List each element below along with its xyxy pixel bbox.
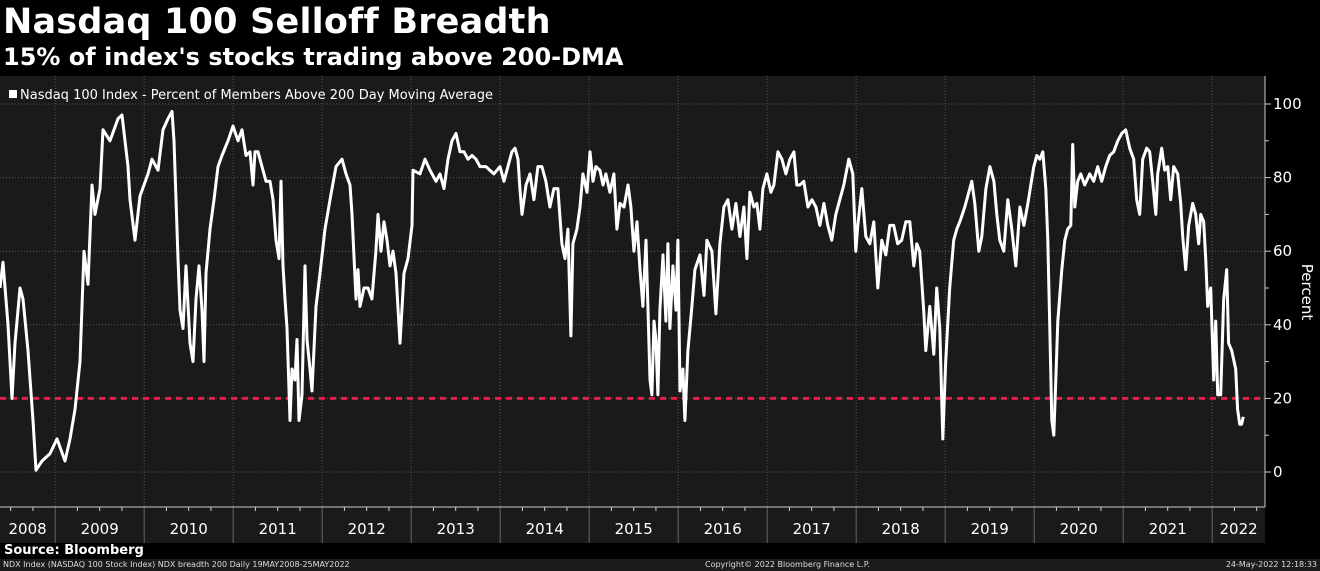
x-tick-label: 2015	[615, 520, 653, 538]
x-tick-label: 2018	[882, 520, 920, 538]
x-tick-label: 2010	[170, 520, 208, 538]
chart-title: Nasdaq 100 Selloff Breadth	[3, 2, 551, 42]
x-tick-label: 2016	[704, 520, 742, 538]
series-line-nasdaq-breadth	[0, 109, 1245, 472]
y-tick-label: 80	[1273, 169, 1292, 187]
footer-description: NDX Index (NASDAQ 100 Stock Index) NDX b…	[3, 560, 350, 569]
y-axis: 0 20 40 60 80 100	[1265, 95, 1302, 481]
x-tick-label: 2017	[793, 520, 831, 538]
x-tick-label: 2021	[1149, 520, 1187, 538]
source-note: Source: Bloomberg	[4, 543, 144, 558]
x-tick-label: 2009	[81, 520, 119, 538]
y-axis-label: Percent	[1298, 264, 1316, 321]
footer-timestamp: 24-May-2022 12:18:33	[1225, 560, 1317, 569]
x-tick-label: 2022	[1219, 520, 1257, 538]
y-tick-label: 0	[1273, 463, 1283, 481]
x-tick-label: 2012	[348, 520, 386, 538]
chart: 2008 2009 2010 2011 2012 2013 2014 2015 2016 2017…	[0, 76, 1316, 543]
y-tick-label: 20	[1273, 389, 1292, 407]
x-axis: 2008 2009 2010 2011 2012 2013 2014 2015 2016 2017…	[8, 507, 1258, 543]
x-tick-label: 2014	[526, 520, 564, 538]
y-tick-label: 100	[1273, 95, 1302, 113]
legend-label: Nasdaq 100 Index - Percent of Members Ab…	[20, 88, 493, 103]
x-tick-label: 2013	[437, 520, 475, 538]
x-axis-band	[0, 507, 1265, 543]
y-tick-label: 40	[1273, 316, 1292, 334]
footer-copyright: Copyright© 2022 Bloomberg Finance L.P.	[705, 560, 870, 569]
x-tick-label: 2019	[971, 520, 1009, 538]
x-tick-label: 2008	[8, 520, 46, 538]
chart-subtitle: 15% of index's stocks trading above 200-…	[3, 43, 624, 71]
y-tick-label: 60	[1273, 242, 1292, 260]
x-tick-label: 2020	[1060, 520, 1098, 538]
legend-swatch	[9, 90, 17, 98]
plot-area	[0, 76, 1265, 507]
footer-bar: NDX Index (NASDAQ 100 Stock Index) NDX b…	[0, 559, 1320, 571]
x-tick-label: 2011	[259, 520, 297, 538]
